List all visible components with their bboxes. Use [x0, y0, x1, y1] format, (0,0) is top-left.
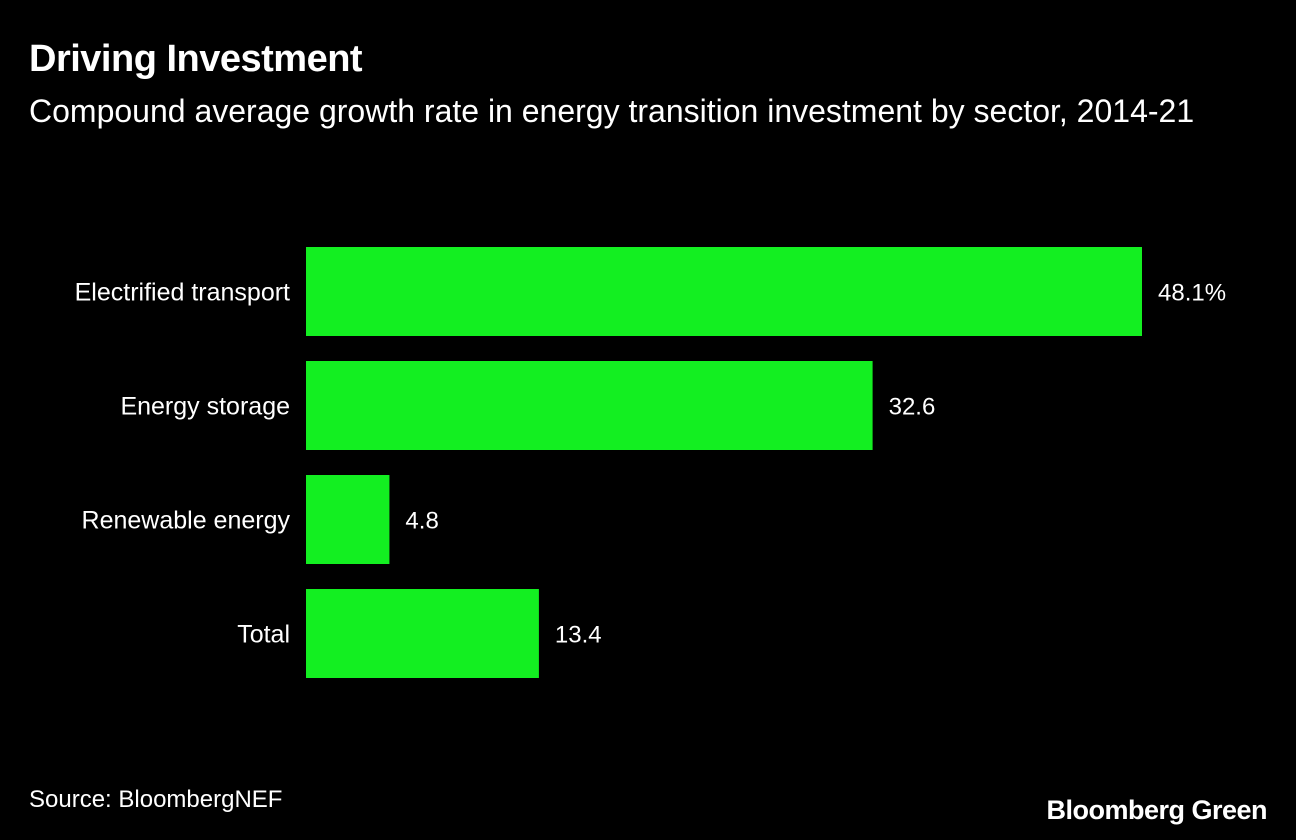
category-label-renewable-energy: Renewable energy: [82, 507, 291, 535]
value-label-electrified-transport: 48.1%: [1158, 280, 1226, 307]
source-note: Source: BloombergNEF: [29, 786, 283, 813]
value-label-renewable-energy: 4.8: [405, 508, 438, 535]
bar-total: [306, 589, 539, 678]
chart-subtitle: Compound average growth rate in energy t…: [29, 93, 1195, 129]
value-label-energy-storage: 32.6: [889, 394, 936, 421]
chart-title: Driving Investment: [29, 38, 363, 80]
brand-logo: Bloomberg Green: [1046, 795, 1267, 825]
category-label-energy-storage: Energy storage: [120, 393, 290, 421]
bar-electrified-transport: [306, 247, 1142, 336]
value-label-total: 13.4: [555, 622, 602, 649]
bar-renewable-energy: [306, 475, 390, 564]
category-label-electrified-transport: Electrified transport: [75, 279, 290, 307]
bar-energy-storage: [306, 361, 873, 450]
category-label-total: Total: [237, 621, 290, 649]
